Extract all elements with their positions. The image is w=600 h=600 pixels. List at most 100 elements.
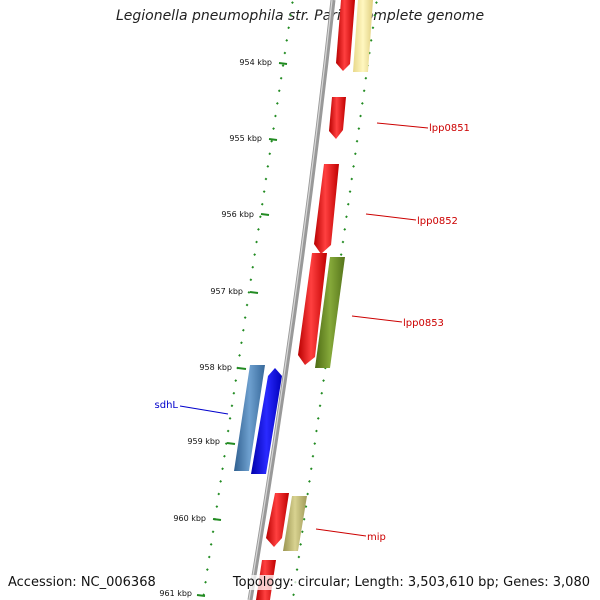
left-track-dot [211,530,215,534]
tick-label-955: 955 kbp [229,134,262,143]
right-track-dot [341,240,345,244]
gene-mip[interactable] [283,496,307,551]
left-track-dot [279,76,283,80]
label-sdhL[interactable]: sdhL [155,400,179,411]
gene-red-top[interactable] [336,0,355,71]
left-track-dot [230,404,234,408]
tick-label-957: 957 kbp [210,287,243,296]
tick-960 [212,518,222,521]
map-title: Legionella pneumophila str. Paris, compl… [115,8,485,24]
right-track-dot [299,543,303,546]
label-lpp0853[interactable]: lpp0853 [403,318,444,329]
right-track-dot [369,39,373,42]
left-track-dot [266,165,270,168]
right-track-dot [304,505,308,508]
genes [234,0,373,600]
gene-red-957[interactable] [298,253,327,365]
right-track-dot [322,379,325,382]
tick-959 [226,442,236,445]
label-lpp0851[interactable]: lpp0851 [429,123,470,134]
tick-label-960: 960 kbp [173,514,206,523]
leader-sdhL [179,405,229,415]
right-track-dot [373,13,377,17]
gene-lpp0851[interactable] [329,97,346,139]
left-track-dot [238,354,241,357]
left-track-dot [241,328,245,332]
right-track-dot [308,480,311,483]
right-track-dot [297,555,301,559]
tick-label-956: 956 kbp [221,210,254,219]
gene-sdhL[interactable] [234,365,265,471]
left-track-dot [226,429,230,433]
right-track-dot [300,530,304,534]
leader-lpp0851 [376,122,429,129]
gene-red-960[interactable] [266,493,289,547]
left-track-dot [234,379,238,382]
left-track-dot [291,1,294,4]
tick-label-961: 961 kbp [159,589,192,598]
tick-label-954: 954 kbp [239,58,272,67]
leader-lpp0853 [351,315,403,323]
left-track-dot [258,215,262,219]
right-track-dot [346,202,350,206]
topology-text: Topology: circular; Length: 3,503,610 bp… [232,575,590,590]
gene-lpp0852[interactable] [314,164,339,254]
right-track-dot [313,442,317,445]
right-track-dot [355,139,359,143]
gene-yellow-top[interactable] [353,0,373,72]
left-track-dot [219,480,223,483]
left-track-dot [247,291,251,294]
left-track-dot [287,26,291,30]
right-track-dot [362,89,366,93]
left-track-dot [215,505,219,508]
left-track-dot [245,303,249,307]
right-track-dot [302,517,306,521]
gene-blue-958[interactable] [251,368,282,474]
left-track-dot [275,102,279,105]
right-track-dot [364,76,368,80]
left-track-dot [255,240,258,244]
left-track-dot [257,228,260,231]
tick-961 [196,594,206,597]
gene-labels: lpp0851 lpp0852 lpp0853 sdhL mip [155,123,470,543]
right-track-dot [320,391,324,395]
left-track-dot [224,442,228,445]
left-track-dot [262,190,266,193]
left-track-dot [274,114,277,118]
right-track-dot [311,454,315,458]
right-track-dot [292,593,295,597]
right-track-dot [309,467,313,471]
right-track-dot [315,429,318,433]
left-track-dot [204,580,207,584]
left-track-dot [277,89,281,93]
tick-label-959: 959 kbp [187,437,220,446]
left-track-dot [205,568,209,571]
left-track-dot [207,555,211,559]
gene-lpp0853[interactable] [315,257,345,368]
right-track-dot [352,165,355,168]
right-track-dot [371,26,375,30]
label-lpp0852[interactable]: lpp0852 [417,216,458,227]
right-track-dot [295,568,299,571]
tick-958 [237,367,247,370]
left-track-dot [228,417,232,420]
right-track-dot [360,102,364,105]
right-track-dot [375,1,378,4]
genome-backbone [247,0,336,600]
right-track-dot [357,127,361,130]
right-track-dot [359,114,362,118]
left-track-dot [281,64,285,67]
tick-954 [278,62,288,65]
label-mip[interactable]: mip [367,532,386,543]
left-tick-track [202,1,294,597]
right-track-dot [339,253,343,256]
left-track-dot [260,202,264,206]
left-track-dot [285,39,289,42]
right-track-dot [343,228,347,231]
left-track-dot [240,341,243,345]
left-track-dot [251,265,255,269]
left-track-dot [232,391,236,395]
tick-label-958: 958 kbp [199,363,232,372]
tick-956 [260,213,270,216]
